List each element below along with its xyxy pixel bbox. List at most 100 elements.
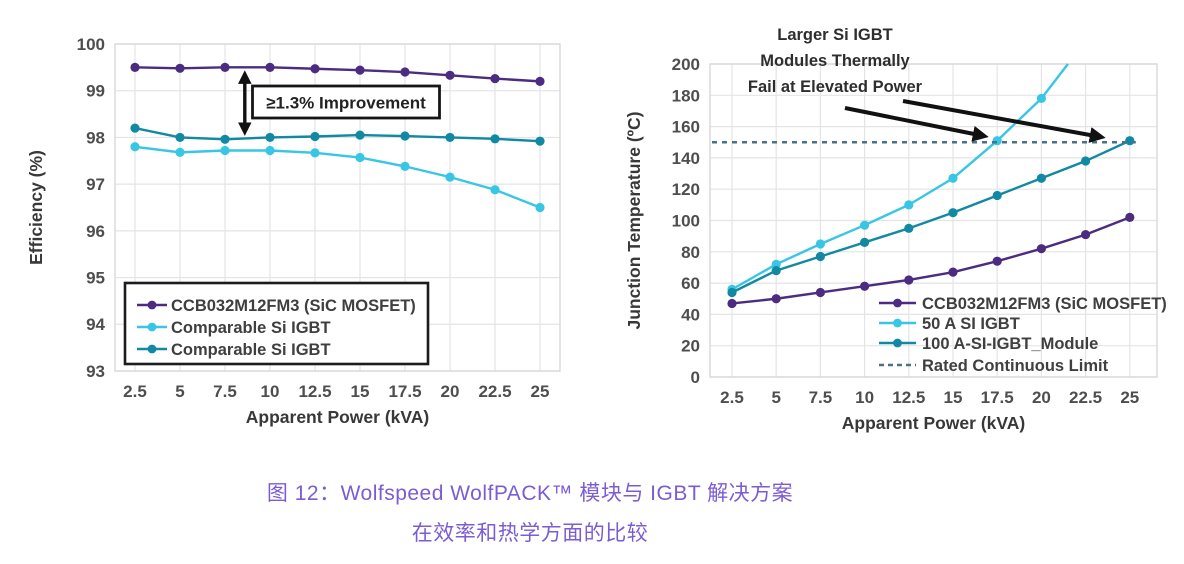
y-tick-label: 0 bbox=[691, 368, 700, 387]
series-line bbox=[731, 139, 1131, 294]
x-tick-label: 20 bbox=[1032, 388, 1051, 407]
legend-label: 50 A SI IGBT bbox=[922, 315, 1020, 333]
data-point bbox=[490, 73, 500, 84]
data-point bbox=[992, 256, 1002, 266]
x-tick-label: 12.5 bbox=[298, 382, 331, 401]
x-tick-label: 2.5 bbox=[123, 382, 147, 401]
y-tick-label: 93 bbox=[86, 362, 105, 381]
data-point bbox=[1125, 136, 1135, 146]
thermal-fail-arrow bbox=[902, 99, 1106, 143]
y-tick-label: 97 bbox=[86, 175, 105, 194]
grid bbox=[709, 63, 1158, 378]
y-tick-label: 60 bbox=[681, 274, 700, 293]
y-tick-label: 95 bbox=[86, 269, 105, 288]
data-point bbox=[310, 148, 320, 158]
x-tick-label: 15 bbox=[944, 388, 963, 407]
caption-line-2: 在效率和热学方面的比较 bbox=[411, 522, 649, 545]
data-point bbox=[992, 136, 1002, 146]
junction-temperature-chart: 0 20 40 60 80 100 120 140 160 180 200 2.5 5 7.5 10 12.5… bbox=[624, 26, 1167, 433]
data-point bbox=[400, 67, 410, 77]
y-tick-label: 160 bbox=[672, 118, 700, 137]
caption-line-1: 图 12：Wolfspeed WolfPACK™ 模块与 IGBT 解决方案 bbox=[266, 482, 794, 505]
x-tick-label: 25 bbox=[531, 382, 550, 401]
data-point bbox=[1125, 212, 1135, 222]
legend-label: Comparable Si IGBT bbox=[171, 341, 331, 359]
x-tick-label: 7.5 bbox=[213, 382, 237, 401]
x-tick-label: 17.5 bbox=[981, 388, 1014, 407]
data-point bbox=[992, 190, 1002, 201]
data-point bbox=[1036, 93, 1046, 104]
legend-label: Comparable Si IGBT bbox=[171, 319, 331, 337]
data-point bbox=[904, 223, 914, 233]
data-point bbox=[948, 173, 958, 183]
series-line bbox=[134, 145, 541, 209]
thermal-fail-arrow bbox=[844, 106, 989, 142]
data-point bbox=[175, 63, 185, 73]
efficiency-chart: 93 94 95 96 97 98 99 100 2.5 5 7.5 10 12.5 15 17.5 20 22… bbox=[26, 35, 561, 427]
data-point bbox=[400, 161, 410, 171]
data-point bbox=[175, 132, 185, 143]
y-tick-label: 80 bbox=[681, 243, 700, 262]
data-point bbox=[535, 136, 545, 146]
legend-box bbox=[123, 281, 430, 366]
data-point bbox=[265, 62, 275, 72]
y-tick-label: 98 bbox=[86, 128, 105, 147]
data-point bbox=[1081, 156, 1091, 166]
data-point bbox=[904, 275, 914, 285]
annotation-line: Larger Si IGBT bbox=[777, 26, 893, 44]
x-tick-label: 7.5 bbox=[809, 388, 833, 407]
data-point bbox=[771, 294, 781, 304]
data-point bbox=[535, 76, 545, 86]
x-tick-label: 2.5 bbox=[720, 388, 744, 407]
y-axis-title: Efficiency (%) bbox=[26, 150, 46, 265]
y-tick-label: 100 bbox=[672, 211, 700, 230]
y-tick-label: 40 bbox=[681, 305, 700, 324]
data-point bbox=[815, 239, 826, 249]
x-tick-label: 5 bbox=[175, 382, 184, 401]
data-point bbox=[727, 298, 737, 309]
series-line bbox=[134, 66, 541, 83]
data-point bbox=[815, 251, 826, 262]
legend: CCB032M12FM3 (SiC MOSFET) Comparable Si I… bbox=[123, 281, 430, 366]
y-tick-label: 96 bbox=[86, 222, 105, 241]
annotation-box bbox=[251, 84, 441, 120]
y-tick-label: 99 bbox=[86, 82, 105, 101]
data-point bbox=[130, 62, 140, 72]
data-point bbox=[265, 132, 275, 143]
legend: CCB032M12FM3 (SiC MOSFET) 50 A SI IGBT 100… bbox=[879, 295, 1167, 375]
plot-frame bbox=[709, 63, 1158, 378]
data-point bbox=[220, 134, 230, 144]
x-tick-label: 25 bbox=[1120, 388, 1139, 407]
data-point bbox=[355, 65, 365, 75]
data-point bbox=[445, 132, 455, 143]
annotation-line: Fail at Elevated Power bbox=[748, 78, 923, 96]
data-point bbox=[130, 123, 140, 133]
y-tick-label: 120 bbox=[672, 180, 700, 199]
legend-label: 100 A-SI-IGBT_Module bbox=[922, 335, 1098, 353]
data-point bbox=[1036, 244, 1046, 254]
data-point bbox=[948, 267, 958, 277]
annotation-line: Modules Thermally bbox=[760, 52, 910, 70]
data-point bbox=[535, 202, 545, 213]
data-point bbox=[860, 237, 870, 248]
data-point bbox=[445, 172, 455, 182]
x-tick-label: 10 bbox=[855, 388, 874, 407]
data-point bbox=[1081, 229, 1091, 240]
data-point bbox=[220, 62, 230, 72]
data-point bbox=[490, 134, 500, 144]
data-point bbox=[310, 64, 320, 74]
y-tick-label: 100 bbox=[77, 35, 105, 54]
data-point bbox=[400, 131, 410, 141]
x-axis-title: Apparent Power (kVA) bbox=[246, 407, 429, 427]
data-point bbox=[220, 145, 230, 156]
series-line bbox=[134, 126, 541, 143]
data-point bbox=[815, 287, 826, 298]
data-point bbox=[445, 70, 455, 80]
data-point bbox=[727, 287, 737, 298]
data-point bbox=[771, 265, 781, 276]
data-point bbox=[355, 152, 365, 163]
data-point bbox=[948, 208, 958, 218]
data-point bbox=[860, 281, 870, 291]
legend-label: Rated Continuous Limit bbox=[922, 357, 1109, 375]
